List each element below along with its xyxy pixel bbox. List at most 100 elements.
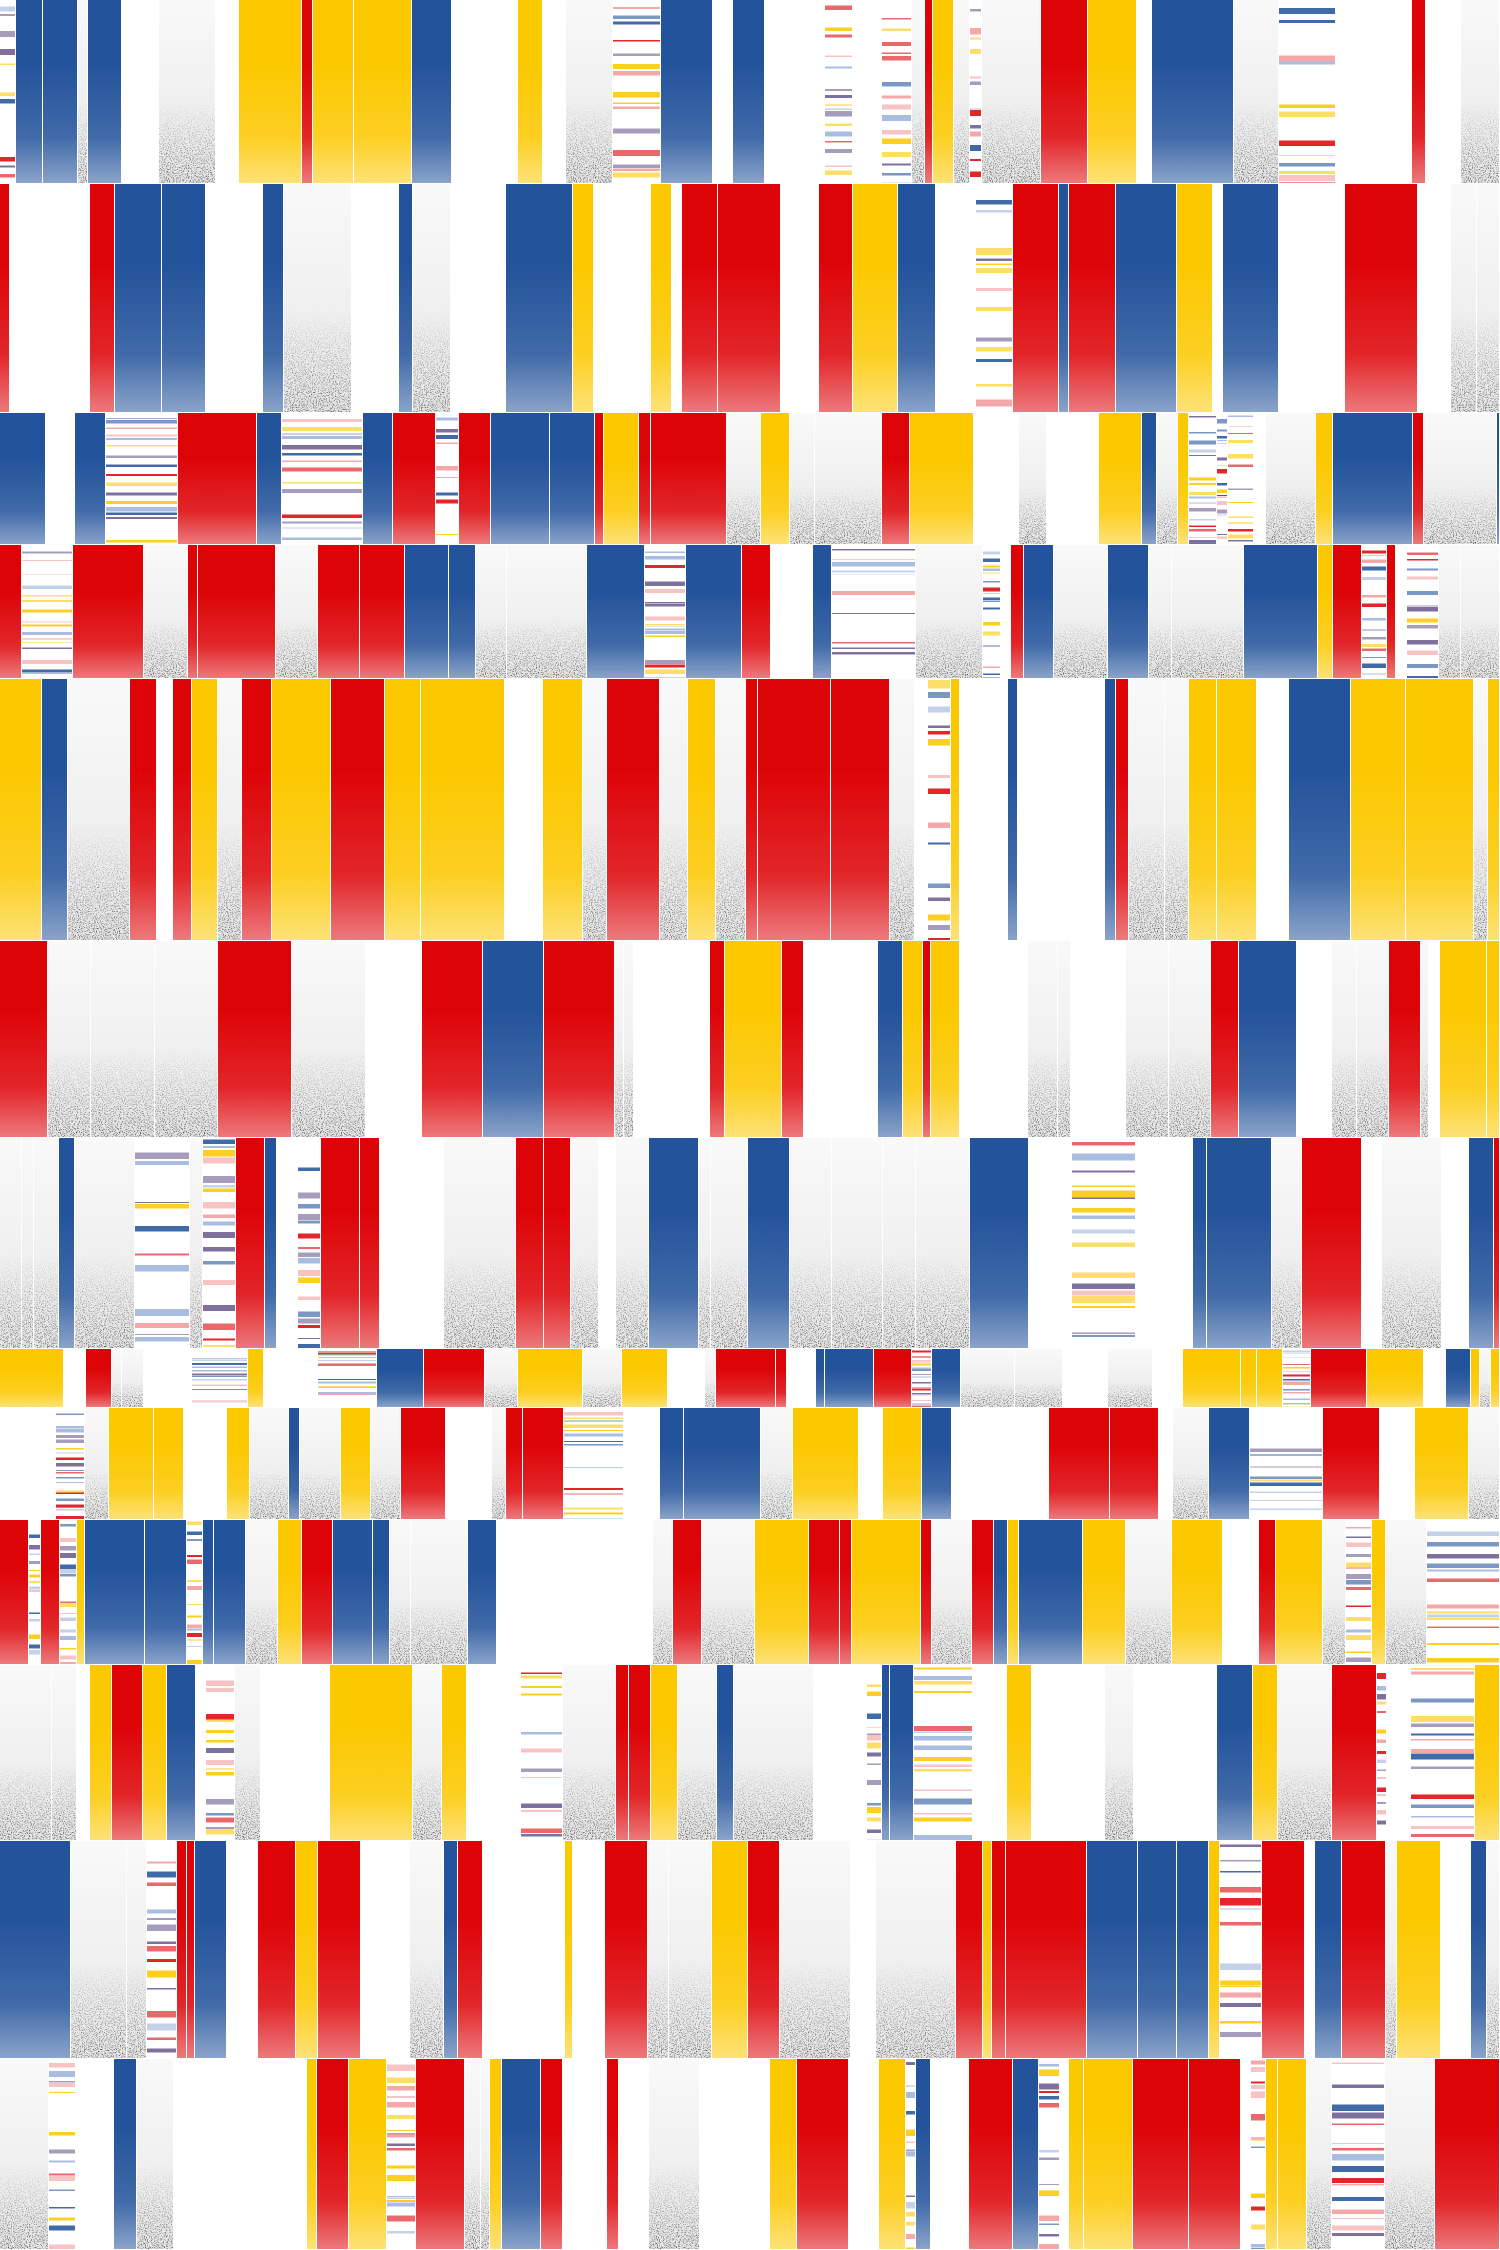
bar-gradient-blue bbox=[405, 545, 449, 678]
bar-grey-noise bbox=[1272, 1138, 1302, 1348]
bar-striped bbox=[825, 0, 853, 183]
bar-grey-noise bbox=[411, 1520, 468, 1664]
bar-grey-noise bbox=[0, 1665, 52, 1840]
bar-white bbox=[960, 679, 1008, 940]
bar-grey-noise bbox=[137, 2059, 174, 2249]
bar-gradient-red bbox=[682, 184, 718, 412]
bar-white bbox=[1441, 1841, 1471, 2058]
bar-grey-noise bbox=[246, 1520, 278, 1664]
bar-gradient-blue bbox=[43, 0, 78, 183]
bar-white bbox=[700, 2059, 712, 2249]
bar-striped bbox=[192, 1349, 248, 1407]
bar-gradient-blue bbox=[1024, 545, 1054, 678]
bar-grey-noise bbox=[1278, 1665, 1332, 1840]
bar-gradient-blue bbox=[257, 413, 282, 544]
bar-white bbox=[859, 1408, 883, 1519]
bar-gradient-blue bbox=[1217, 1665, 1253, 1840]
bar-grey-noise bbox=[144, 545, 188, 678]
bar-gradient-yellow bbox=[1257, 1349, 1283, 1407]
bar-grey-noise bbox=[653, 1520, 673, 1664]
bar-white bbox=[64, 1349, 86, 1407]
bar-white bbox=[264, 1349, 318, 1407]
bar-striped bbox=[1220, 1841, 1262, 2058]
bar-gradient-red bbox=[317, 2059, 349, 2249]
bar-white bbox=[1223, 1520, 1259, 1664]
bar-gradient-red bbox=[1110, 1408, 1159, 1519]
bar-gradient-red bbox=[302, 1520, 333, 1664]
bar-gradient-blue bbox=[717, 1665, 734, 1840]
bar-gradient-blue bbox=[114, 2059, 137, 2249]
bar-gradient-yellow bbox=[983, 1841, 992, 2058]
bar-grey-noise bbox=[507, 545, 587, 678]
bar-gradient-yellow bbox=[307, 2059, 317, 2249]
bar-white bbox=[196, 1665, 206, 1840]
bar-gradient-red bbox=[1011, 545, 1024, 678]
bar-striped bbox=[1332, 2059, 1385, 2249]
bar-gradient-blue bbox=[994, 1520, 1008, 1664]
bar-gradient-blue bbox=[1116, 184, 1177, 412]
bar-gradient-blue bbox=[115, 184, 162, 412]
bar-gradient-red bbox=[188, 545, 198, 678]
bar-gradient-red bbox=[831, 679, 890, 940]
bar-gradient-red bbox=[1116, 679, 1129, 940]
bar-gradient-yellow bbox=[1318, 545, 1333, 678]
bar-gradient-red bbox=[360, 1138, 380, 1348]
bar-white bbox=[483, 1841, 565, 2058]
bar-white bbox=[974, 413, 1010, 544]
bar-white bbox=[261, 1665, 287, 1840]
bar-gradient-red bbox=[639, 413, 651, 544]
bar-gradient-red bbox=[1302, 1138, 1362, 1348]
bar-white bbox=[765, 0, 825, 183]
bar-gradient-red bbox=[748, 1841, 780, 2058]
bar-white bbox=[1047, 413, 1099, 544]
bar-grey-noise bbox=[34, 1138, 59, 1348]
bar-gradient-blue bbox=[289, 1408, 300, 1519]
bar-white bbox=[1159, 1408, 1173, 1519]
bar-white bbox=[388, 184, 399, 412]
bar-white bbox=[467, 1665, 495, 1840]
bar-gradient-yellow bbox=[385, 679, 421, 940]
bar-grey-noise bbox=[127, 1841, 147, 2058]
bar-gradient-blue bbox=[1019, 1520, 1083, 1664]
bar-gradient-red bbox=[459, 413, 491, 544]
bar-gradient-yellow bbox=[154, 1408, 184, 1519]
bar-grey-noise bbox=[702, 1520, 755, 1664]
bar-gradient-red bbox=[1412, 0, 1426, 183]
bar-striped bbox=[912, 1349, 932, 1407]
bar-white bbox=[1136, 1138, 1159, 1348]
bar-gradient-blue bbox=[587, 545, 645, 678]
bar-white bbox=[563, 2059, 593, 2249]
bar-gradient-red bbox=[41, 1520, 60, 1664]
bar-grey-noise bbox=[1054, 545, 1108, 678]
bar-white bbox=[624, 1408, 660, 1519]
bar-gradient-blue bbox=[661, 0, 713, 183]
bar-gradient-yellow bbox=[1209, 1841, 1220, 2058]
bar-grey-noise bbox=[481, 2059, 490, 2249]
bar-white bbox=[713, 0, 733, 183]
bar-gradient-yellow bbox=[1475, 1665, 1500, 1840]
bar-striped bbox=[203, 1138, 236, 1348]
bar-grey-noise bbox=[465, 2059, 481, 2249]
bar-striped bbox=[928, 679, 951, 940]
bar-striped bbox=[1407, 545, 1439, 678]
bar-white bbox=[76, 2059, 114, 2249]
bar-gradient-blue bbox=[1142, 413, 1157, 544]
bar-gradient-red bbox=[393, 413, 436, 544]
bar-gradient-red bbox=[782, 941, 804, 1137]
bar-gradient-blue bbox=[506, 184, 573, 412]
bar-grey-noise bbox=[624, 941, 634, 1137]
bar-grey-noise bbox=[1266, 413, 1316, 544]
bar-gradient-red bbox=[0, 941, 48, 1137]
bar-gradient-blue bbox=[1469, 1138, 1494, 1348]
bar-grey-noise bbox=[91, 941, 155, 1137]
bar-gradient-red bbox=[925, 0, 933, 183]
bar-white bbox=[1362, 1138, 1382, 1348]
bar-gradient-yellow bbox=[490, 2059, 502, 2249]
bar-white bbox=[781, 184, 819, 412]
bar-grey-noise bbox=[1461, 0, 1500, 183]
bar-grey-noise bbox=[75, 1138, 135, 1348]
bar-white bbox=[594, 184, 651, 412]
bar-gradient-red bbox=[882, 413, 910, 544]
bar-grey-noise bbox=[284, 184, 352, 412]
bar-gradient-yellow bbox=[1178, 413, 1189, 544]
